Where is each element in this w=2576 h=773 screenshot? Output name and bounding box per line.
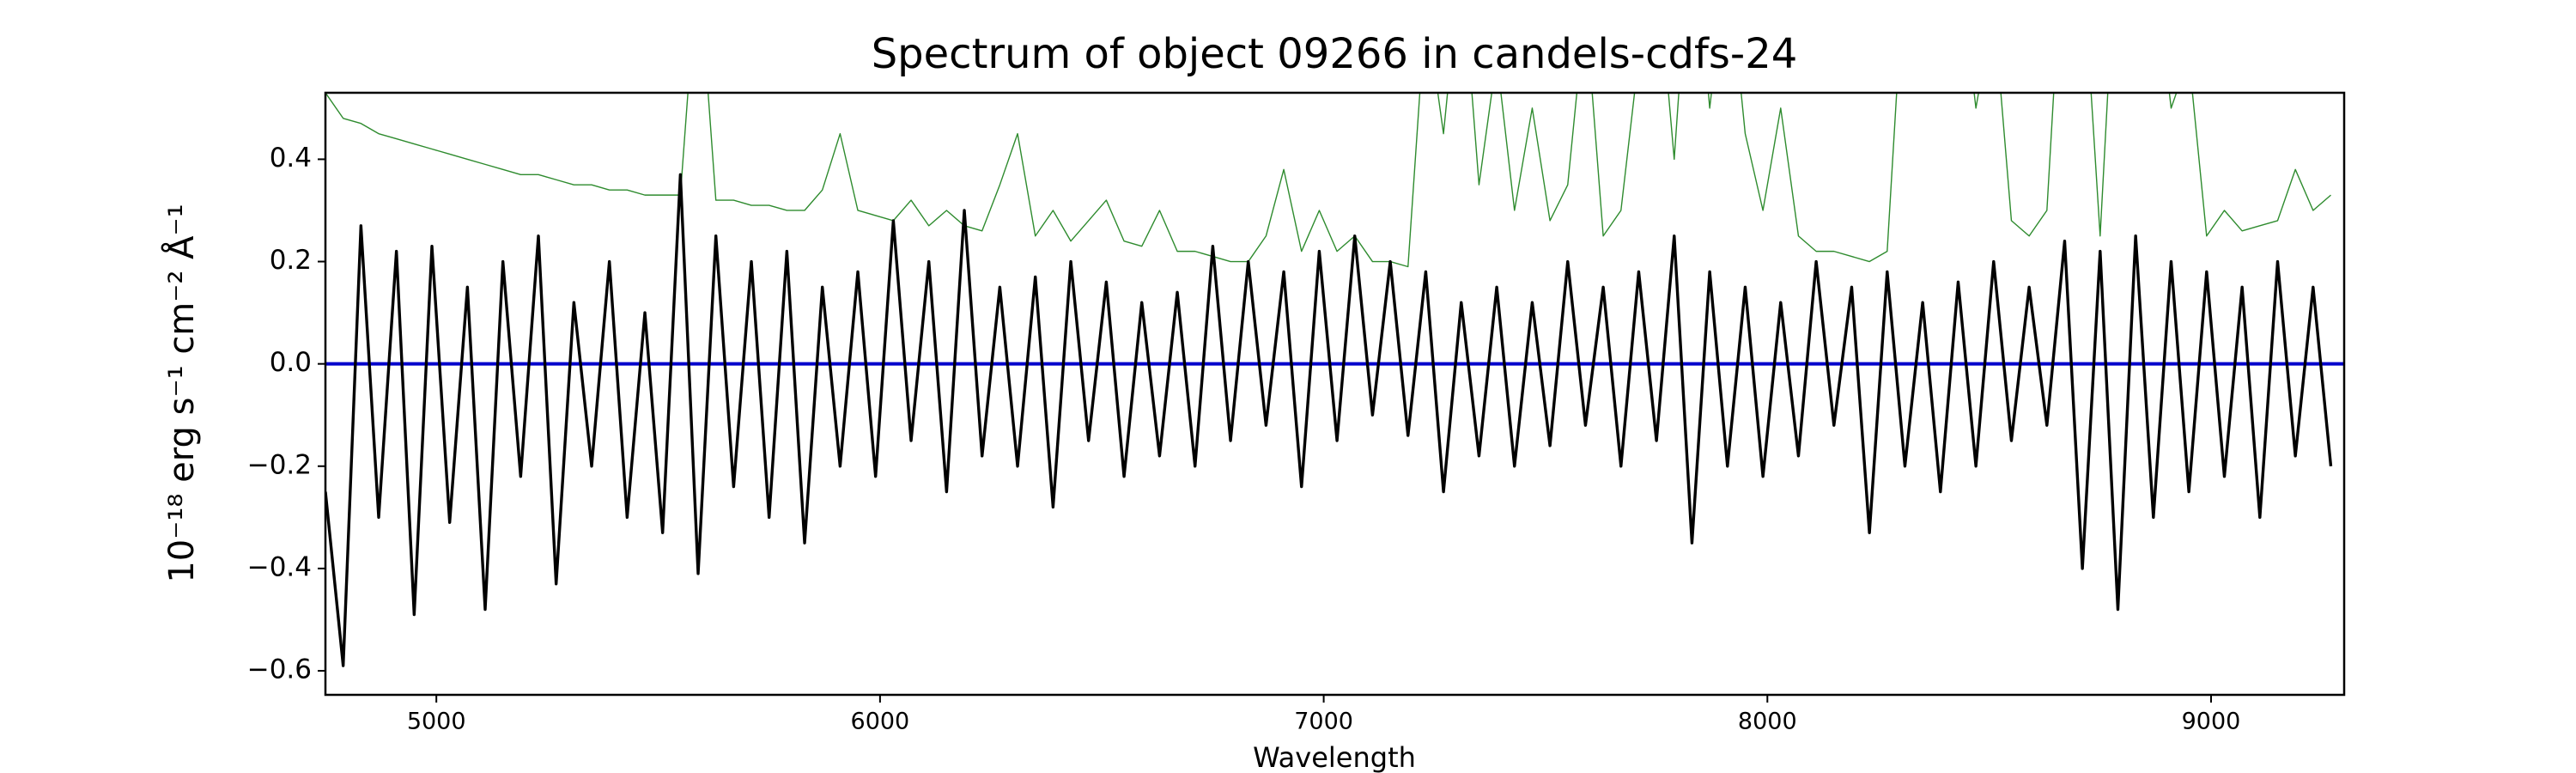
axes-frame	[324, 91, 2346, 697]
x-tick-label: 6000	[851, 709, 910, 735]
spectrum-line	[325, 173, 2333, 667]
x-tick-label: 7000	[1294, 709, 1353, 735]
y-axis-label: 10⁻¹⁸ erg s⁻¹ cm⁻² Å⁻¹	[161, 204, 202, 582]
y-tick-label: −0.6	[247, 654, 312, 685]
y-tick-label: 0.2	[270, 245, 312, 276]
x-tick-label: 8000	[1738, 709, 1797, 735]
y-tick-label: 0.0	[270, 347, 312, 378]
chart-title: Spectrum of object 09266 in candels-cdfs…	[872, 30, 1798, 78]
x-tick-label: 5000	[407, 709, 466, 735]
y-tick-label: −0.4	[247, 551, 312, 582]
plot-area	[325, 93, 2344, 667]
spectrum-line	[325, 93, 2331, 268]
y-tick-label: −0.2	[247, 449, 312, 480]
x-tick-label: 9000	[2182, 709, 2241, 735]
x-axis-label: Wavelength	[1253, 741, 1416, 773]
y-tick-label: 0.4	[270, 143, 312, 173]
